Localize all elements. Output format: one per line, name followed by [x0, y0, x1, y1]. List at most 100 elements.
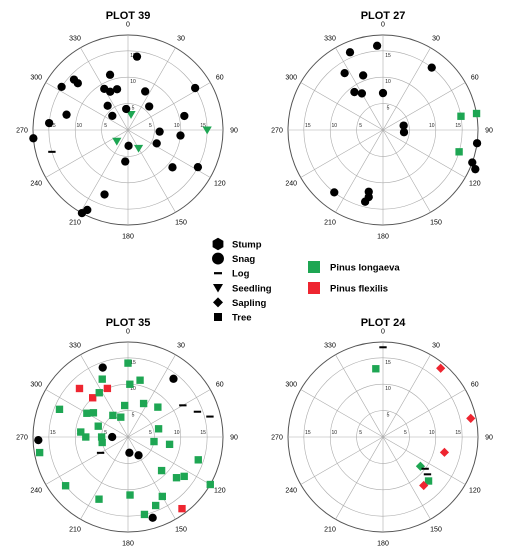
point-snag — [98, 363, 107, 372]
point-tree-pinus-longaeva — [457, 112, 465, 120]
legend-label-pinus-longaeva: Pinus longaeva — [330, 263, 400, 274]
grid-spoke — [335, 47, 384, 131]
point-tree-pinus-longaeva — [150, 437, 158, 446]
radius-tick-label: 10 — [130, 386, 136, 392]
angle-tick-label: 0 — [381, 329, 385, 336]
radius-tick-label: 15 — [50, 123, 56, 129]
point-log — [206, 415, 214, 418]
radius-tick-label: 5 — [149, 430, 152, 436]
angle-tick-label: 150 — [175, 526, 187, 533]
point-snag — [57, 82, 66, 92]
radius-tick-label: 5 — [359, 123, 362, 129]
angle-tick-label: 60 — [471, 382, 479, 389]
polar-plot-plot-39: PLOT 390 30 60 90 120 150 180 210 240 270 300 330 5 5… — [16, 10, 238, 241]
angle-tick-label: 330 — [324, 343, 336, 350]
point-log — [379, 346, 387, 349]
grid-spoke — [382, 47, 431, 131]
angle-tick-label: 210 — [324, 219, 336, 226]
point-tree-pinus-longaeva — [139, 399, 148, 408]
point-tree-pinus-flexilis — [75, 384, 84, 393]
point-snag — [155, 127, 164, 136]
radius-tick-label: 10 — [174, 430, 180, 436]
radius-tick-label: 10 — [174, 123, 180, 129]
point-tree-pinus-longaeva — [97, 433, 106, 441]
point-snag — [190, 83, 200, 93]
point-snag — [134, 451, 143, 460]
legend-label-seedling: Seedling — [232, 283, 272, 294]
point-tree-pinus-longaeva — [126, 380, 134, 388]
point-snag — [330, 188, 339, 197]
point-tree-pinus-longaeva — [121, 401, 129, 410]
angle-tick-label: 0 — [381, 22, 385, 29]
point-tree-pinus-longaeva — [95, 495, 103, 503]
point-snag — [180, 111, 189, 121]
radius-tick-label: 5 — [387, 106, 390, 112]
legend-swatch-pinus-longaeva — [308, 261, 320, 273]
point-tree-pinus-longaeva — [83, 409, 91, 417]
legend-marker-sapling — [213, 297, 223, 308]
angle-tick-label: 210 — [324, 526, 336, 533]
point-tree-pinus-longaeva — [165, 440, 174, 449]
point-snag — [100, 190, 109, 199]
radius-tick-label: 5 — [149, 123, 152, 129]
legend-label-tree: Tree — [232, 313, 252, 324]
point-snag — [357, 89, 367, 98]
point-tree-pinus-longaeva — [180, 472, 188, 481]
angle-tick-label: 120 — [214, 488, 226, 495]
point-log — [423, 473, 432, 476]
angle-tick-label: 180 — [122, 234, 134, 241]
point-tree-pinus-longaeva — [455, 148, 463, 156]
legend-label-pinus-flexilis: Pinus flexilis — [330, 284, 388, 295]
angle-tick-label: 60 — [216, 75, 224, 82]
point-seedling-pinus-longaeva — [126, 111, 136, 119]
point-snag — [340, 68, 349, 78]
radius-tick-label: 15 — [200, 430, 206, 436]
grid-spoke — [382, 436, 466, 485]
grid-spoke — [382, 82, 466, 131]
legend-label-stump: Stump — [232, 240, 262, 251]
angle-tick-label: 300 — [30, 75, 42, 82]
point-tree-pinus-longaeva — [124, 359, 132, 367]
point-snag — [169, 374, 178, 383]
plot-title: PLOT 27 — [361, 10, 406, 22]
point-snag — [44, 118, 54, 128]
grid-spoke — [300, 82, 384, 131]
grid-spoke — [127, 354, 176, 438]
legend-label-sapling: Sapling — [232, 298, 267, 309]
point-snag — [345, 48, 355, 57]
radius-tick-label: 10 — [429, 123, 435, 129]
angle-tick-label: 60 — [216, 382, 224, 389]
point-snag — [132, 52, 142, 61]
angle-tick-label: 150 — [175, 219, 187, 226]
point-tree-pinus-longaeva — [206, 480, 214, 489]
radius-tick-label: 5 — [404, 430, 407, 436]
point-snag — [472, 139, 482, 148]
point-tree-pinus-flexilis — [178, 504, 186, 513]
radius-tick-label: 15 — [50, 430, 56, 436]
angle-tick-label: 330 — [69, 343, 81, 350]
radius-tick-label: 10 — [130, 79, 136, 85]
point-snag — [62, 110, 71, 119]
grid-spoke — [300, 436, 384, 485]
grid-spoke — [300, 129, 384, 178]
grid-spoke — [80, 129, 129, 213]
point-tree-pinus-longaeva — [94, 422, 102, 430]
radius-tick-label: 15 — [385, 53, 391, 59]
grid-spoke — [382, 436, 431, 520]
angle-tick-label: 180 — [377, 541, 389, 548]
legend-marker-tree — [214, 313, 222, 321]
point-seedling-pinus-longaeva — [112, 137, 122, 146]
point-sapling-pinus-flexilis — [439, 447, 450, 457]
grid-spoke — [127, 436, 176, 520]
grid-spoke — [127, 436, 211, 485]
point-snag — [176, 131, 185, 140]
grid-spoke — [45, 436, 129, 485]
radius-tick-label: 10 — [331, 123, 337, 129]
radius-tick-label: 15 — [305, 430, 311, 436]
angle-tick-label: 90 — [230, 435, 238, 442]
radius-tick-label: 15 — [305, 123, 311, 129]
plot-title: PLOT 35 — [106, 317, 151, 329]
angle-tick-label: 210 — [69, 219, 81, 226]
point-tree-pinus-longaeva — [95, 389, 103, 397]
point-tree-pinus-longaeva — [172, 474, 181, 482]
